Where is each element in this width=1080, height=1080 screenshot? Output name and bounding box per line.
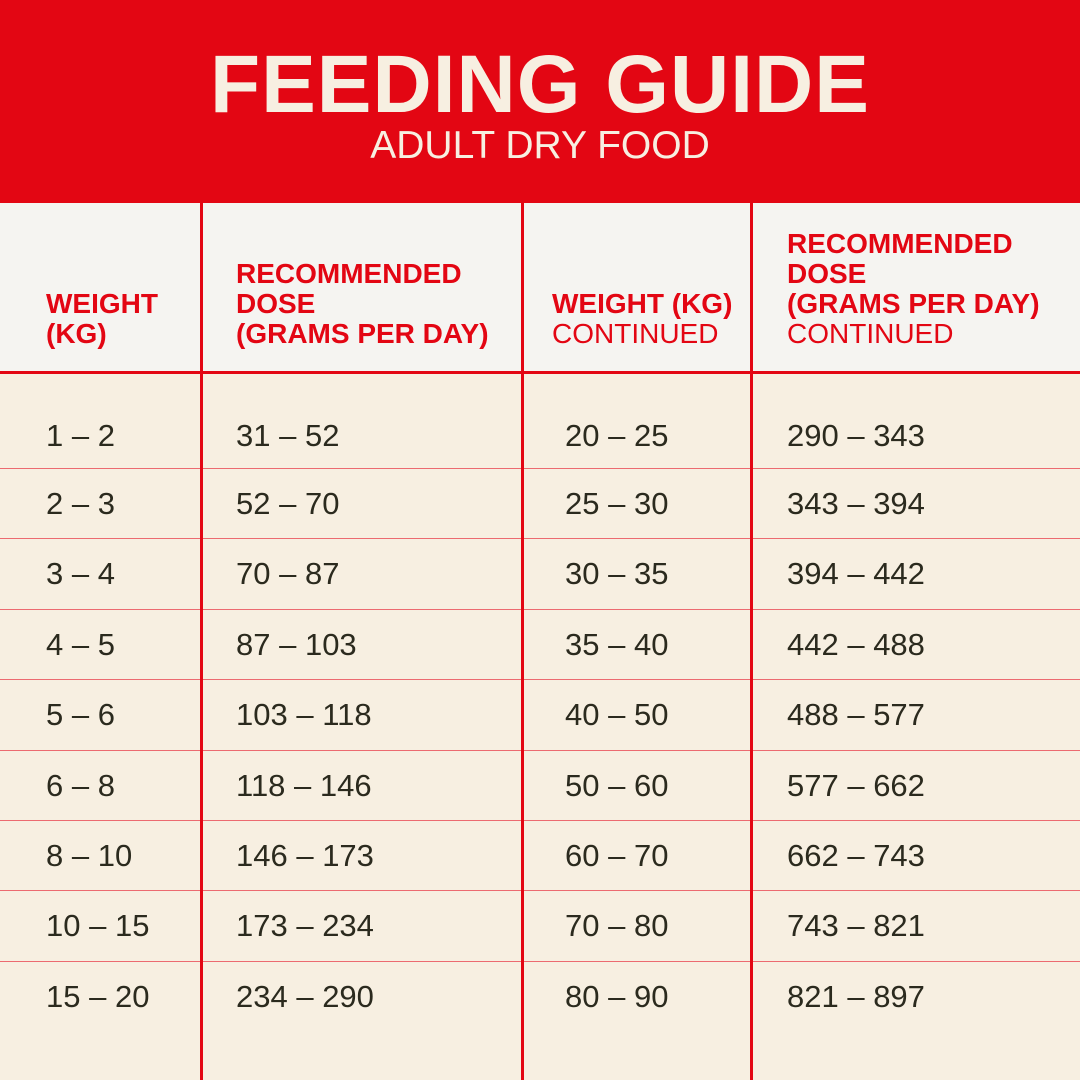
weight-cell: 6 – 8 <box>46 767 115 803</box>
weight-cell: 3 – 4 <box>46 556 115 592</box>
dose-continued-cell: 577 – 662 <box>787 767 925 803</box>
table-row: 5 – 6 103 – 118 40 – 50 488 – 577 <box>0 680 1080 751</box>
weight-continued-cell: 20 – 25 <box>565 418 669 453</box>
dose-cell: 31 – 52 <box>236 418 340 453</box>
dose-continued-cell: 290 – 343 <box>787 418 925 453</box>
weight-continued-cell: 60 – 70 <box>565 837 669 873</box>
weight-continued-cell: 30 – 35 <box>565 556 669 592</box>
table-body: 1 – 2 31 – 52 20 – 25 290 – 343 2 – 3 52 – 70… <box>0 374 1080 1032</box>
dose-cell: 70 – 87 <box>236 556 340 592</box>
title-banner: FEEDING GUIDE ADULT DRY FOOD <box>0 0 1080 203</box>
table-row: 2 – 3 52 – 70 25 – 30 343 – 394 <box>0 469 1080 540</box>
table-row: 10 – 15 173 – 234 70 – 80 743 – 821 <box>0 891 1080 962</box>
column-header-dose: RECOMMENDED DOSE (GRAMS PER DAY) <box>236 258 489 349</box>
table-row: 8 – 10 146 – 173 60 – 70 662 – 743 <box>0 821 1080 892</box>
weight-cell: 10 – 15 <box>46 908 150 944</box>
weight-cell: 8 – 10 <box>46 837 133 873</box>
dose-continued-cell: 394 – 442 <box>787 556 925 592</box>
table-header: WEIGHT (KG) RECOMMENDED DOSE (GRAMS PER … <box>0 203 1080 374</box>
column-header-weight: WEIGHT (KG) <box>46 288 158 349</box>
page-subtitle: ADULT DRY FOOD <box>370 124 710 167</box>
table-row: 4 – 5 87 – 103 35 – 40 442 – 488 <box>0 610 1080 681</box>
dose-cell: 234 – 290 <box>236 978 374 1014</box>
weight-continued-cell: 50 – 60 <box>565 767 669 803</box>
table-row: 3 – 4 70 – 87 30 – 35 394 – 442 <box>0 539 1080 610</box>
weight-cell: 2 – 3 <box>46 486 115 521</box>
dose-cell: 87 – 103 <box>236 626 357 662</box>
column-header-weight-continued: WEIGHT (KG) CONTINUED <box>552 288 733 349</box>
table-row: 1 – 2 31 – 52 20 – 25 290 – 343 <box>0 374 1080 469</box>
weight-continued-cell: 70 – 80 <box>565 908 669 944</box>
weight-continued-cell: 80 – 90 <box>565 978 669 1014</box>
column-header-dose-continued: RECOMMENDED DOSE (GRAMS PER DAY) CONTINUE… <box>787 228 1040 349</box>
dose-continued-cell: 343 – 394 <box>787 486 925 521</box>
weight-cell: 4 – 5 <box>46 626 115 662</box>
weight-cell: 1 – 2 <box>46 418 115 453</box>
weight-continued-cell: 40 – 50 <box>565 697 669 733</box>
dose-cell: 52 – 70 <box>236 486 340 521</box>
dose-cell: 173 – 234 <box>236 908 374 944</box>
column-divider <box>750 203 753 1080</box>
weight-cell: 5 – 6 <box>46 697 115 733</box>
dose-continued-cell: 821 – 897 <box>787 978 925 1014</box>
dose-continued-cell: 488 – 577 <box>787 697 925 733</box>
table-row: 15 – 20 234 – 290 80 – 90 821 – 897 <box>0 962 1080 1032</box>
weight-continued-cell: 35 – 40 <box>565 626 669 662</box>
table-row: 6 – 8 118 – 146 50 – 60 577 – 662 <box>0 751 1080 821</box>
column-divider <box>200 203 203 1080</box>
dose-cell: 118 – 146 <box>236 767 372 803</box>
dose-continued-cell: 662 – 743 <box>787 837 925 873</box>
column-divider <box>521 203 524 1080</box>
dose-cell: 146 – 173 <box>236 837 374 873</box>
dose-cell: 103 – 118 <box>236 697 372 733</box>
weight-continued-cell: 25 – 30 <box>565 486 669 521</box>
weight-cell: 15 – 20 <box>46 978 150 1014</box>
dose-continued-cell: 743 – 821 <box>787 908 925 944</box>
dose-continued-cell: 442 – 488 <box>787 626 925 662</box>
page-title: FEEDING GUIDE <box>210 39 870 130</box>
